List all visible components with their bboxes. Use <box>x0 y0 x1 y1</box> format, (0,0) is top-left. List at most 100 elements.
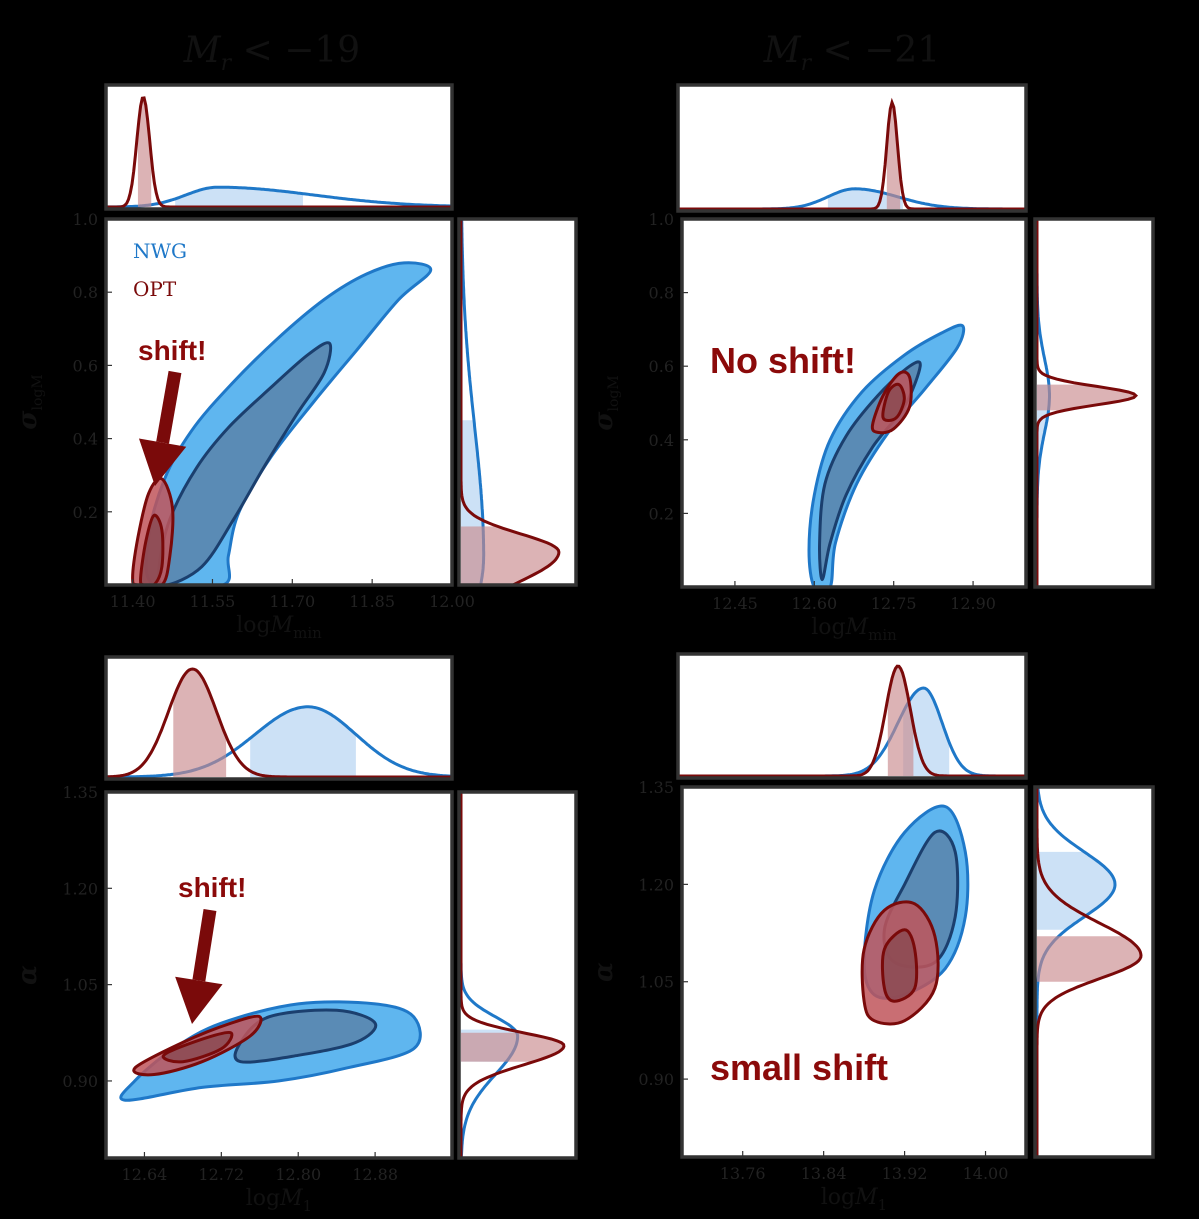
y-tick-label: 0.90 <box>638 1070 674 1089</box>
panel-frame <box>680 785 1028 1159</box>
top-marginal-mr19-logMmin-marg <box>104 83 454 211</box>
contours <box>119 1000 422 1102</box>
opt-marginal-band <box>461 526 559 585</box>
legend-nwg: NWG <box>133 239 187 263</box>
marginal-frame <box>457 790 578 1160</box>
nwg-marginal-curve <box>460 219 486 585</box>
x-label-sub: 1 <box>303 1197 313 1215</box>
marginal-frame <box>1033 217 1155 589</box>
column-title-text: Mr < −19 <box>183 30 360 76</box>
shift-arrow-1 <box>138 370 187 486</box>
nwg-marginal-band <box>1037 851 1115 930</box>
x-label-main: log <box>821 1185 855 1210</box>
y-axis-label: σlogM <box>13 374 46 429</box>
x-tick-label: 13.92 <box>882 1164 928 1183</box>
panel-frame <box>104 790 454 1160</box>
annotation-no-shift: No shift! <box>710 340 856 381</box>
x-label-italic: M <box>854 1185 878 1210</box>
marginal-content <box>459 792 566 1158</box>
x-tick-label: 12.75 <box>871 594 917 613</box>
opt-marginal-curve <box>459 792 566 1158</box>
nwg-marginal-band <box>1037 384 1050 587</box>
right-marginal-mr19-sigma-marg <box>457 217 578 587</box>
annotation-small-shift: small shift <box>710 1047 888 1088</box>
opt-contour-inner <box>139 513 165 585</box>
marginal-frame <box>676 83 1028 213</box>
y-tick-label: 1.0 <box>73 210 98 229</box>
x-tick-label: 12.00 <box>429 592 475 611</box>
x-tick-label: 12.90 <box>950 594 996 613</box>
y-tick-label: 0.2 <box>649 504 674 523</box>
panel-mr21-logMmin-sigma: 12.45 12.60 12.75 12.900.20.40.60.81.0logMm… <box>589 210 1028 644</box>
arrow-head <box>138 438 187 486</box>
x-axis-label: logMmin <box>236 613 322 642</box>
legend: NWG OPT <box>133 239 187 301</box>
nwg-marginal-band <box>903 688 950 776</box>
x-label-sub: min <box>868 626 897 644</box>
x-axis-label: logMmin <box>811 615 897 644</box>
opt-marginal-curve <box>678 664 1026 778</box>
opt-marginal-band <box>886 102 901 209</box>
y-label-main: σ <box>13 410 43 430</box>
y-tick-label: 1.05 <box>638 973 674 992</box>
opt-marginal-curve <box>1035 219 1139 587</box>
x-tick-label: 12.88 <box>352 1165 398 1184</box>
marginal-frame <box>104 655 454 781</box>
x-tick-label: 14.00 <box>963 1164 1009 1183</box>
marginal-frame <box>676 652 1028 780</box>
y-label-sub: logM <box>30 374 46 410</box>
column-title-2: Mr < −21 <box>763 30 940 76</box>
x-label-main: log <box>811 615 845 640</box>
y-label-main: α <box>13 965 43 985</box>
opt-marginal-curve <box>459 219 561 585</box>
marginal-background <box>678 654 1026 778</box>
title-rest: < −19 <box>231 30 360 71</box>
x-label-sub: 1 <box>878 1196 888 1214</box>
y-tick-label: 1.20 <box>62 879 98 898</box>
x-tick-label: 11.70 <box>269 592 315 611</box>
x-label-sub: min <box>293 624 322 642</box>
opt-marginal-curve <box>106 667 452 779</box>
top-marginal-mr21-logM1-marg <box>676 652 1028 780</box>
y-label-sub: logM <box>606 375 622 411</box>
column-title-1: Mr < −19 <box>183 30 360 76</box>
x-tick-label: 12.64 <box>122 1165 168 1184</box>
x-axis-label: logM1 <box>821 1185 887 1214</box>
x-tick-label: 12.80 <box>275 1165 321 1184</box>
panel-mr19-logMmin-sigma: 11.40 11.55 11.70 11.85 12.00 0.2 0.4 0.6 0.8 1.0… <box>13 210 475 642</box>
opt-marginal-curve <box>678 97 1026 211</box>
opt-contour-inner <box>161 1030 234 1064</box>
opt-contour-inner <box>881 382 906 422</box>
y-tick-label: 0.4 <box>649 431 674 450</box>
opt-marginal-band <box>1037 936 1141 982</box>
legend-opt: OPT <box>133 277 177 301</box>
right-marginal-mr19-alpha-marg <box>457 790 578 1160</box>
nwg-marginal-curve <box>105 185 452 209</box>
opt-marginal-curve <box>106 96 452 209</box>
arrow-shaft <box>156 370 182 444</box>
panel-background <box>682 787 1026 1157</box>
opt-marginal-band <box>461 1032 564 1062</box>
x-label-italic: M <box>845 615 869 640</box>
y-tick-label: 1.20 <box>638 875 674 894</box>
title-main: M <box>763 30 802 71</box>
x-tick-label: 11.85 <box>349 592 395 611</box>
panel-mr19-logM1-alpha: 12.64 12.72 12.80 12.88 0.90 1.05 1.20 1.35 logM… <box>13 783 454 1215</box>
y-axis-label: α <box>13 965 43 985</box>
panel-mr21-logM1-alpha: 13.76 13.84 13.92 14.00 0.90 1.05 1.20 1.35 logM… <box>589 778 1028 1214</box>
top-marginal-mr21-logMmin-marg <box>676 83 1028 213</box>
x-label-italic: M <box>270 613 294 638</box>
x-label-main: log <box>236 613 270 638</box>
marginal-content <box>1035 219 1139 587</box>
y-axis-label: α <box>589 962 619 982</box>
panel-frame <box>104 217 454 587</box>
marginal-background <box>106 85 452 209</box>
y-tick-label: 0.6 <box>73 356 98 375</box>
title-main: M <box>183 30 222 71</box>
arrow-shaft <box>192 908 217 982</box>
y-tick-label: 1.0 <box>649 210 674 229</box>
marginal-frame <box>1033 785 1155 1159</box>
title-sub: r <box>801 51 813 76</box>
